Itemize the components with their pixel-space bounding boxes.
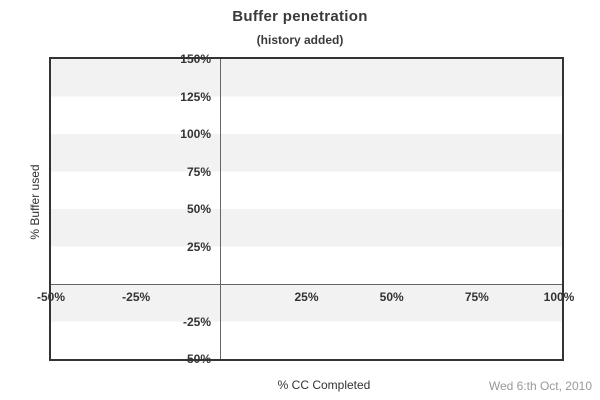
y-axis-title: % Buffer used xyxy=(28,164,42,240)
x-tick-label-50: 50% xyxy=(379,290,404,304)
y-tick-label-150: 150% xyxy=(180,52,211,66)
y-tick-label-75: 75% xyxy=(186,164,211,179)
x-tick-label-neg50: -50% xyxy=(36,290,66,304)
grid-bands xyxy=(51,59,562,359)
y-tick-label-neg50: -50% xyxy=(182,352,211,366)
x-tick-label-75: 75% xyxy=(464,290,489,304)
y-tick-label-125: 125% xyxy=(180,89,211,104)
y-zero-gridline xyxy=(51,284,562,285)
chart-title: Buffer penetration xyxy=(232,8,368,25)
x-zero-gridline xyxy=(220,59,221,359)
y-tick-label-50: 50% xyxy=(186,202,211,216)
y-tick-label-100: 100% xyxy=(180,127,211,141)
chart-subtitle: (history added) xyxy=(256,33,344,47)
y-tick-label-neg25: -25% xyxy=(182,314,211,329)
x-tick-label-100: 100% xyxy=(543,290,575,304)
x-tick-label-neg25: -25% xyxy=(122,290,151,304)
x-axis-title: % CC Completed xyxy=(277,378,371,392)
y-tick-label-25: 25% xyxy=(186,239,211,254)
plot-area: 150% 125% 100% 75% 50% 25% -25% -50% -50… xyxy=(37,52,574,366)
x-tick-label-25: 25% xyxy=(294,290,319,304)
footer-date: Wed 6:th Oct, 2010 xyxy=(488,379,592,393)
